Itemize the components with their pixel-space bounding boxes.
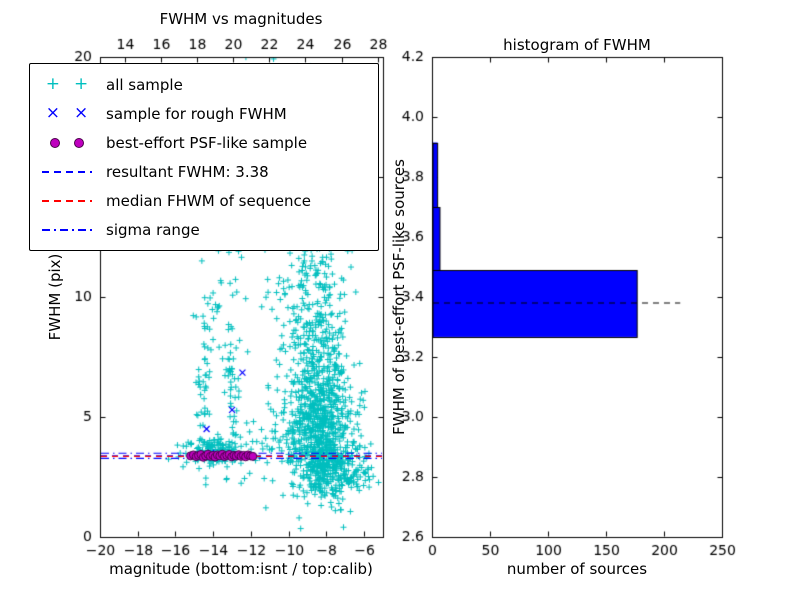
left-plot-ylabel: FWHM (pix) — [46, 253, 64, 341]
left-plot-title: FWHM vs magnitudes — [159, 10, 323, 28]
right-plot-xlabel: number of sources — [506, 560, 648, 578]
left-plot-xlabel: magnitude (bottom:isnt / top:calib) — [109, 560, 373, 578]
dashdot-marker-icon — [40, 228, 94, 231]
right-plot-title: histogram of FWHM — [503, 36, 651, 54]
legend-entry: median FHWM of sequence — [30, 186, 378, 215]
legend-entry: best-effort PSF-like sample — [30, 128, 378, 157]
legend-entry-label: all sample — [106, 75, 183, 94]
dashed-marker-icon — [40, 199, 94, 202]
legend-entry-label: sample for rough FWHM — [106, 104, 287, 123]
legend-entry: resultant FWHM: 3.38 — [30, 157, 378, 186]
legend-entry: sigma range — [30, 215, 378, 244]
dashed-marker-icon — [40, 170, 94, 173]
legend-entry-label: median FHWM of sequence — [106, 191, 311, 210]
legend: + + all sample × × sample for rough FWHM best-… — [29, 63, 379, 251]
legend-entry-label: resultant FWHM: 3.38 — [106, 162, 269, 181]
legend-entry: + + all sample — [30, 70, 378, 99]
plus-marker-icon: + + — [45, 74, 89, 94]
right-plot-ylabel: FWHM of best-effort PSF-like sources — [390, 159, 408, 435]
legend-entry-label: sigma range — [106, 220, 200, 239]
x-marker-icon: × × — [45, 103, 89, 123]
legend-entry: × × sample for rough FWHM — [30, 99, 378, 128]
legend-entry-label: best-effort PSF-like sample — [106, 133, 308, 152]
circle-marker-icon — [40, 137, 94, 148]
